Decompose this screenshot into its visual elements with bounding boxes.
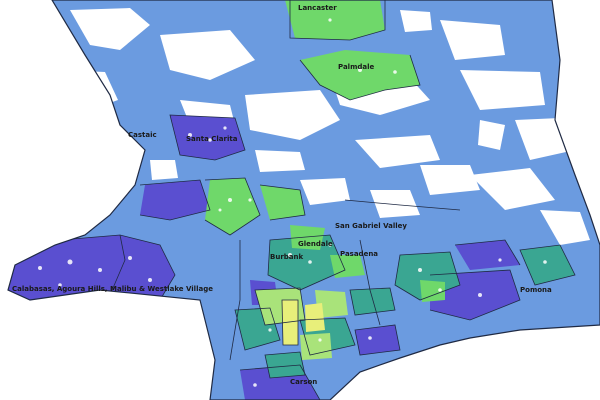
label-lancaster: Lancaster xyxy=(298,4,337,12)
label-carson: Carson xyxy=(290,378,317,386)
yellow-districts xyxy=(282,300,325,345)
label-castaic: Castaic xyxy=(128,131,157,139)
label-san-gabriel-valley: San Gabriel Valley xyxy=(335,222,407,230)
label-glendale: Glendale xyxy=(298,240,333,248)
green-districts xyxy=(205,0,445,302)
label-santa-clarita: Santa Clarita xyxy=(186,135,238,143)
label-calabasas-area: Calabasas, Agoura Hills, Malibu & Westla… xyxy=(12,285,213,293)
district-boundaries xyxy=(59,0,576,400)
label-palmdale: Palmdale xyxy=(338,63,374,71)
label-burbank: Burbank xyxy=(270,253,303,261)
county-outline xyxy=(7,0,600,400)
label-pasadena: Pasadena xyxy=(340,250,378,258)
label-pomona: Pomona xyxy=(520,286,552,294)
tract-speckle xyxy=(38,18,547,387)
